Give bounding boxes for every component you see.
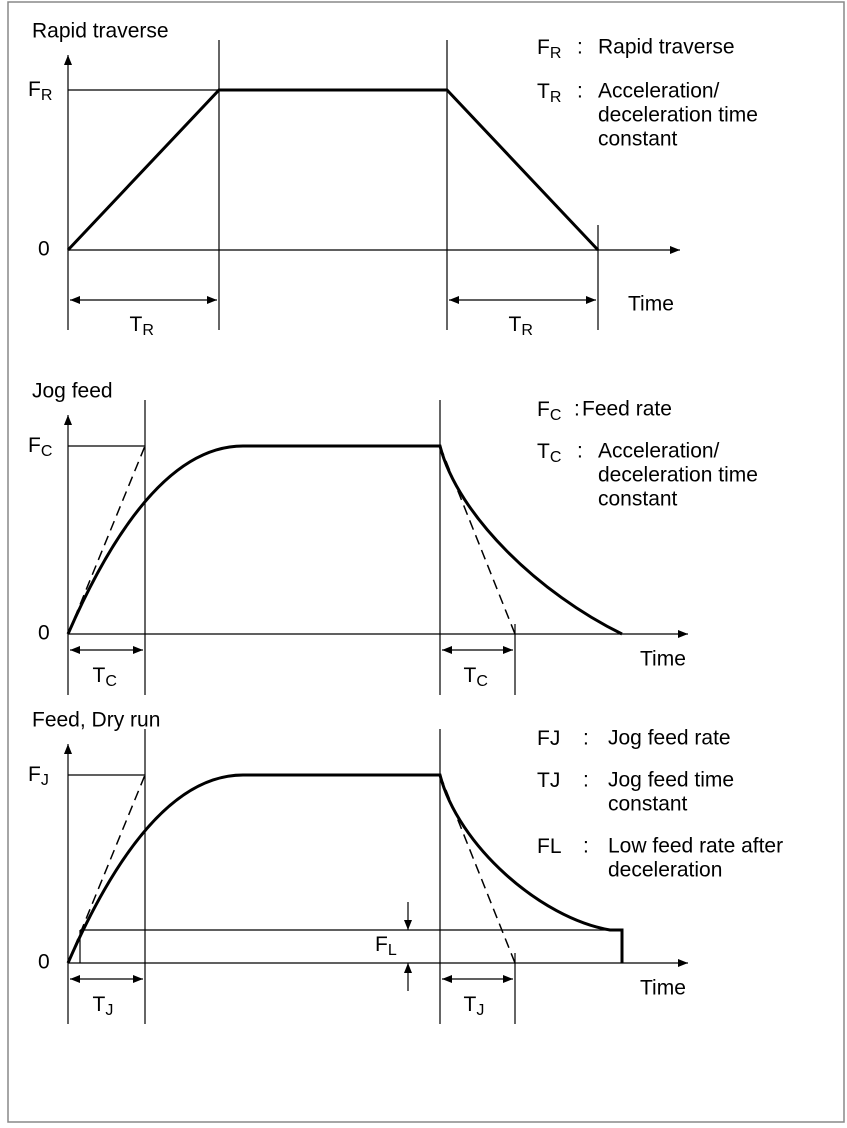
y-top-label-base: F [28, 763, 41, 786]
legend-text: Jog feed time [608, 769, 734, 792]
time-constant-label-base: T [130, 313, 143, 336]
legend-separator: : [577, 36, 583, 59]
time-constant-label: TR [130, 313, 154, 340]
legend-symbol: FL [537, 835, 562, 858]
time-constant-label-sub: R [142, 322, 154, 339]
legend-text: Rapid traverse [598, 36, 735, 59]
low-feed-label: FL [375, 933, 397, 960]
legend-symbol-base: F [537, 36, 550, 59]
legend-symbol-base: FL [537, 835, 562, 858]
time-constant-label-sub: J [476, 1002, 484, 1019]
legend-text: Feed rate [582, 398, 672, 421]
time-constant-label: TC [464, 664, 488, 691]
low-feed-label-sub: L [388, 942, 397, 959]
legend-symbol-base: T [537, 440, 550, 463]
panel-title: Jog feed [32, 380, 113, 403]
legend-text: deceleration [608, 859, 722, 882]
legend-separator: : [574, 398, 580, 421]
time-constant-label: TC [93, 664, 117, 691]
time-constant-label: TJ [93, 993, 114, 1020]
y-top-label: FC [28, 434, 52, 461]
legend-separator: : [583, 727, 589, 750]
legend-text: constant [608, 793, 688, 816]
y-top-label-base: F [28, 434, 41, 457]
time-constant-label-sub: C [105, 673, 117, 690]
time-constant-label-base: T [509, 313, 522, 336]
panel-title: Rapid traverse [32, 20, 169, 43]
legend-symbol-base: FJ [537, 727, 560, 750]
frame [7, 1, 845, 1123]
legend-text: deceleration time [598, 104, 758, 127]
legend-text: Acceleration/ [598, 440, 720, 463]
legend-symbol: TC [537, 440, 561, 467]
y-top-label-sub: J [41, 772, 49, 789]
legend-symbol-base: F [537, 398, 550, 421]
time-constant-label-base: T [464, 664, 477, 687]
time-constant-label-base: T [464, 993, 477, 1016]
legend-symbol: FR [537, 36, 561, 63]
low-feed-label-base: F [375, 933, 388, 956]
legend-symbol-base: TJ [537, 769, 560, 792]
legend-symbol: FC [537, 398, 561, 425]
y-top-label-base: F [28, 78, 41, 101]
y-top-label: FR [28, 78, 52, 105]
legend-symbol-base: T [537, 80, 550, 103]
legend-text: Acceleration/ [598, 80, 720, 103]
legend-text: constant [598, 488, 678, 511]
legend-symbol-sub: R [550, 45, 562, 62]
origin-label: 0 [38, 951, 50, 974]
y-top-label: FJ [28, 763, 49, 790]
time-constant-label: TR [509, 313, 533, 340]
legend-separator: : [583, 835, 589, 858]
legend-text: Low feed rate after [608, 835, 783, 858]
legend-separator: : [577, 80, 583, 103]
legend-symbol-sub: C [550, 407, 562, 424]
time-constant-label-sub: J [105, 1002, 113, 1019]
legend-separator: : [577, 440, 583, 463]
legend-symbol-sub: C [550, 449, 562, 466]
time-constant-label: TJ [464, 993, 485, 1020]
legend-text: Jog feed rate [608, 727, 731, 750]
curve [66, 444, 623, 636]
x-axis-label: Time [640, 977, 686, 1000]
legend-text: deceleration time [598, 464, 758, 487]
legend-symbol: FJ [537, 727, 560, 750]
time-constant-label-base: T [93, 664, 106, 687]
legend-separator: : [583, 769, 589, 792]
legend-symbol-sub: R [550, 89, 562, 106]
x-axis-label: Time [640, 648, 686, 671]
legend-text: constant [598, 128, 678, 151]
curve [66, 773, 624, 964]
origin-label: 0 [38, 238, 50, 261]
curve [66, 88, 600, 252]
x-axis-label: Time [628, 293, 674, 316]
legend-symbol: TJ [537, 769, 560, 792]
time-constant-label-sub: R [521, 322, 533, 339]
panel-title: Feed, Dry run [32, 709, 160, 732]
legend-symbol: TR [537, 80, 561, 107]
y-top-label-sub: R [41, 87, 53, 104]
time-constant-label-sub: C [476, 673, 488, 690]
time-constant-label-base: T [93, 993, 106, 1016]
y-top-label-sub: C [41, 443, 53, 460]
origin-label: 0 [38, 622, 50, 645]
